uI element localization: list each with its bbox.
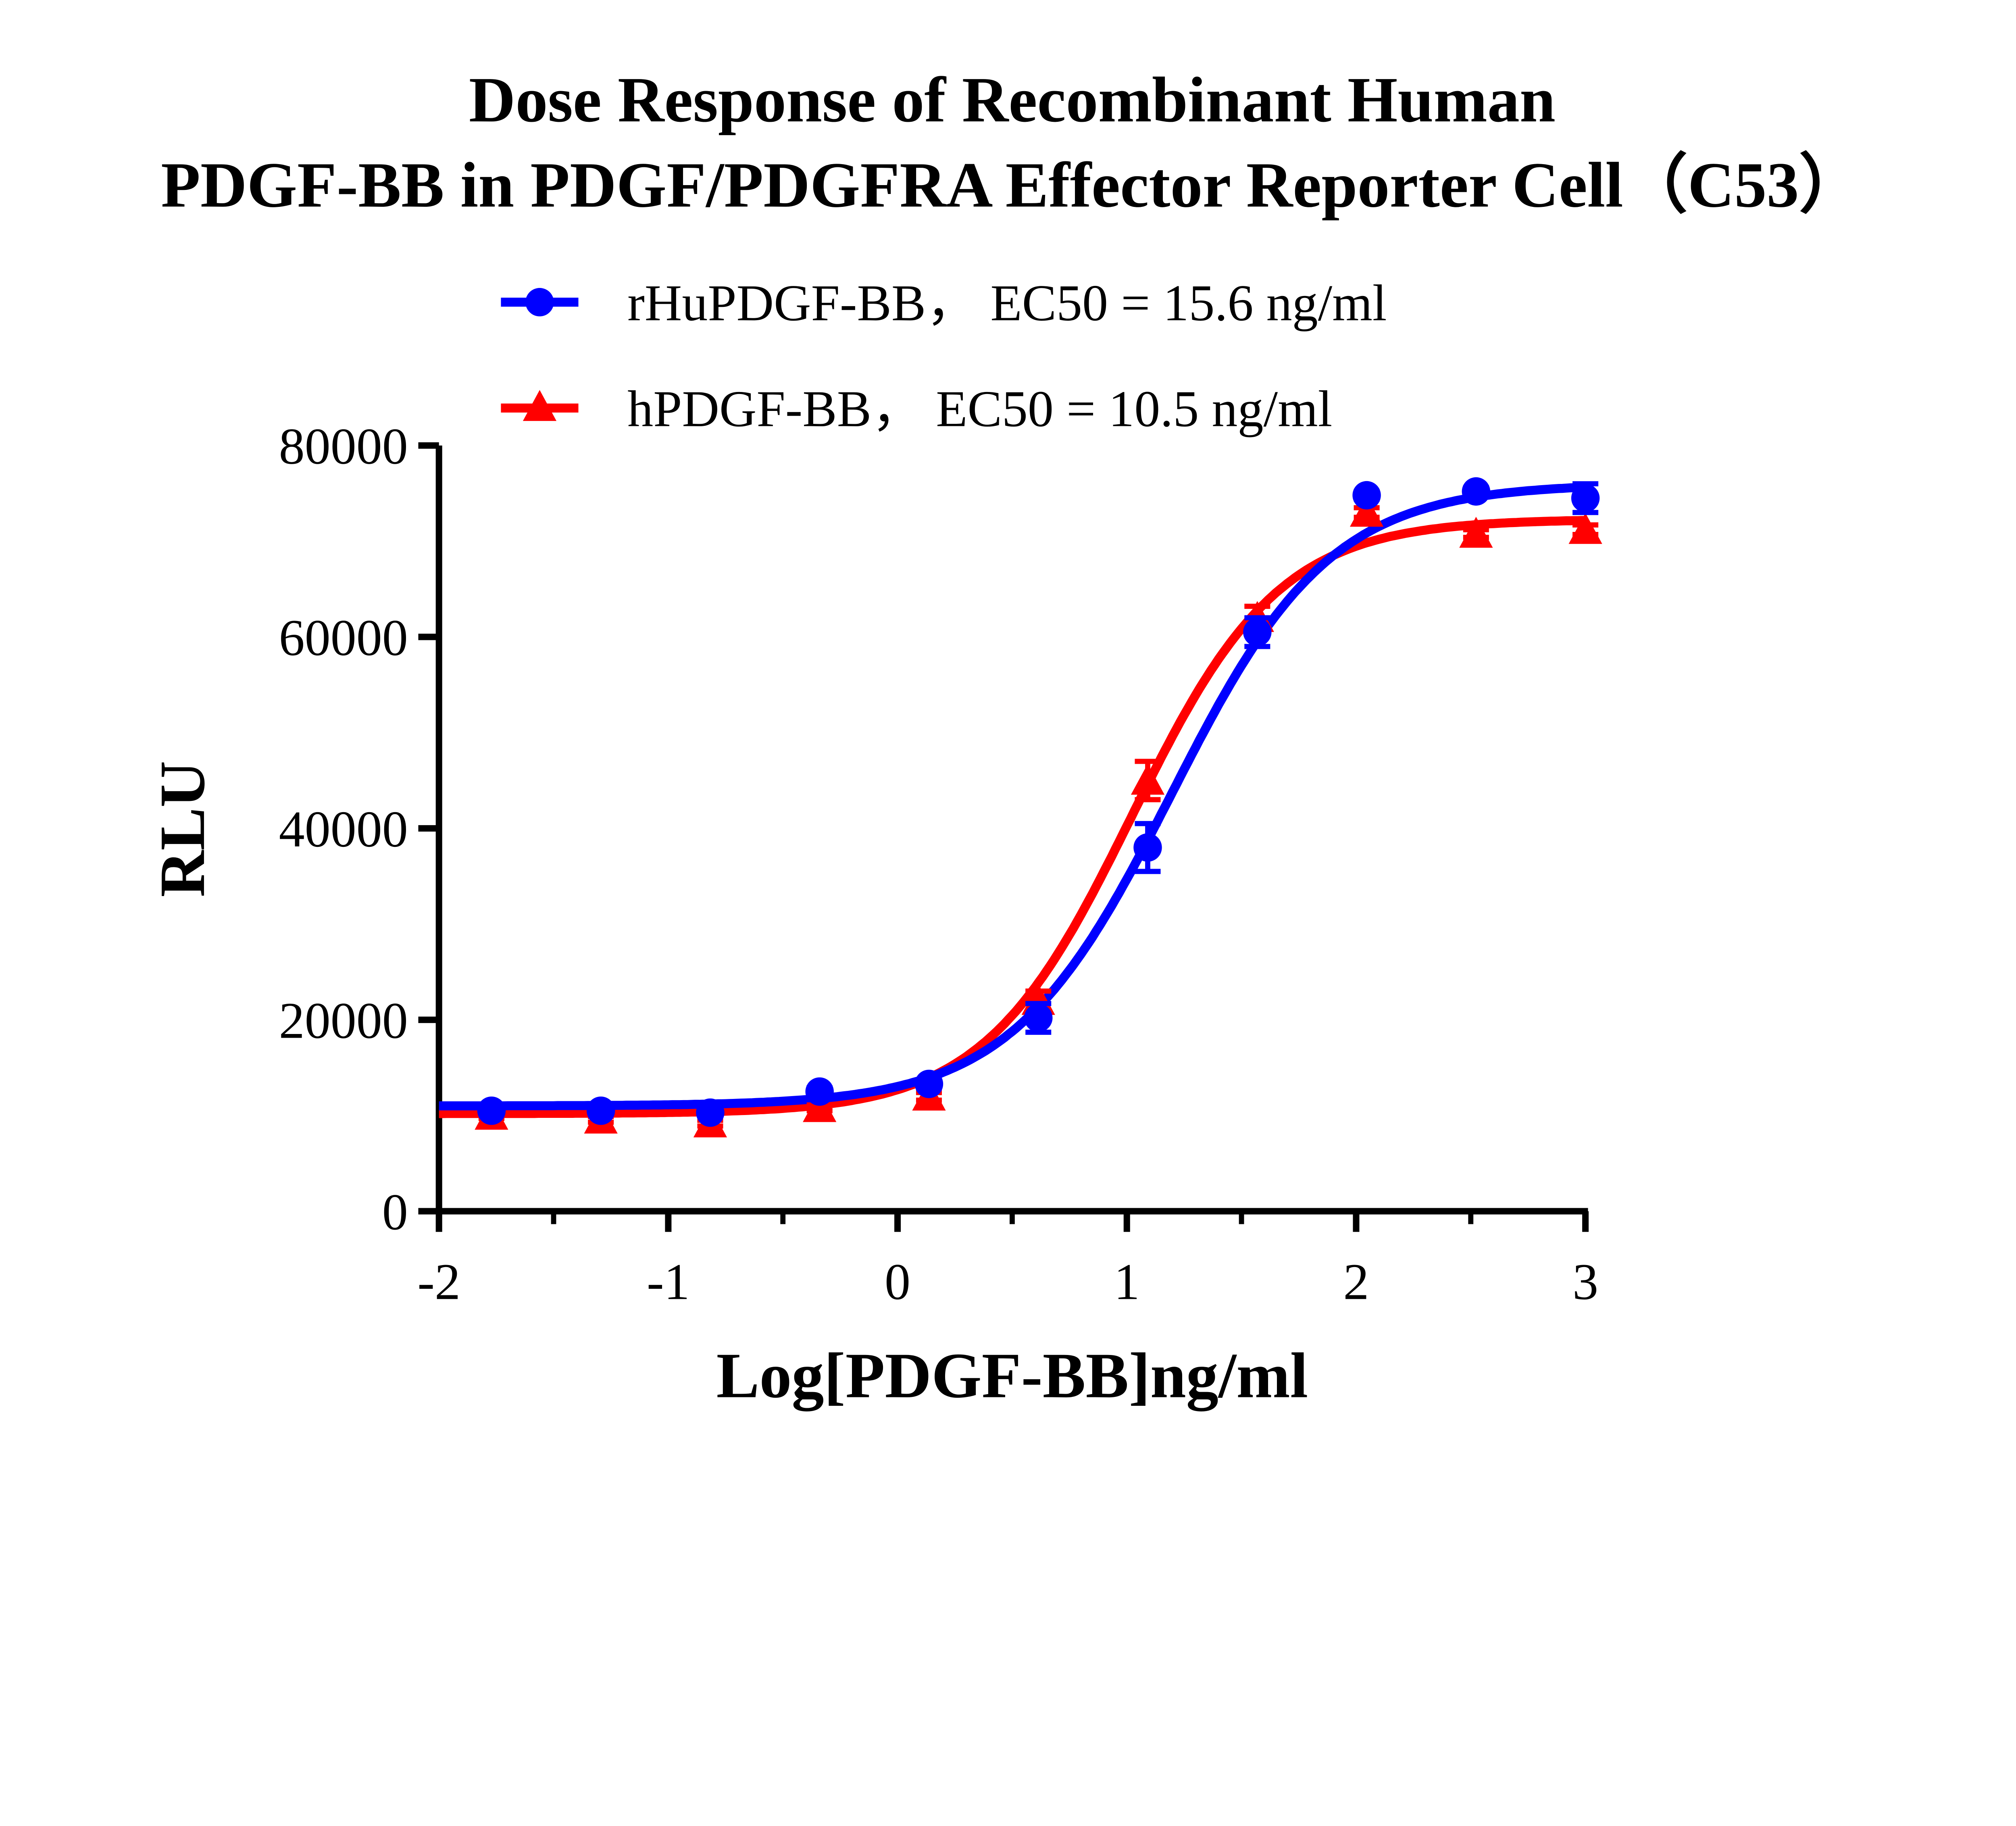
circle-marker [1024,1003,1053,1032]
x-axis-label: Log[PDGF-BB]ng/ml [716,1340,1308,1412]
circle-marker [1571,484,1600,513]
dose-response-chart: Dose Response of Recombinant Human PDGF-… [146,64,1864,1412]
fit-curve-rhupdgf-bb [439,482,1586,1111]
circle-marker [696,1098,725,1127]
legend-marker-triangle [523,390,557,421]
data-points [475,477,1602,1138]
legend-label-red: hPDGF-BB， EC50 = 10.5 ng/ml [627,380,1332,438]
fit-curves [439,482,1586,1118]
triangle-marker [1350,496,1384,527]
y-tick-label: 60000 [279,609,408,666]
triangle-marker [803,1091,837,1122]
fit-curve-hpdgf-bb [439,516,1586,1118]
triangle-marker [1568,513,1602,544]
circle-marker [914,1069,943,1099]
data-point-rhupdgf-bb [1133,821,1162,874]
data-point-hpdgf-bb [1459,517,1493,548]
circle-marker [805,1077,834,1106]
y-tick-label: 40000 [279,800,408,858]
chart-title-line-2: PDGF-BB in PDGF/PDGFRA Effector Reporter… [161,149,1863,221]
x-tick-label: 2 [1343,1253,1369,1310]
data-point-rhupdgf-bb [1024,1001,1053,1035]
x-tick-label: 3 [1572,1253,1598,1310]
x-tick-label: 1 [1114,1253,1140,1310]
legend: rHuPDGF-BB， EC50 = 15.6 ng/ml hPDGF-BB， … [501,274,1387,438]
circle-marker [1352,481,1381,510]
y-axis-label: RLU [146,761,218,897]
data-point-rhupdgf-bb [914,1069,943,1099]
data-point-rhupdgf-bb [1243,615,1272,649]
y-tick-label: 80000 [279,418,408,475]
x-tick-label: -1 [647,1253,690,1310]
chart-title-line-1: Dose Response of Recombinant Human [469,64,1556,135]
y-tick-label: 0 [382,1183,408,1240]
data-point-hpdgf-bb [1568,513,1602,544]
circle-marker [1243,618,1272,646]
x-tick-label: -2 [417,1253,460,1310]
legend-marker-circle [525,288,554,317]
triangle-marker [1459,517,1493,548]
data-point-rhupdgf-bb [805,1077,834,1106]
data-point-hpdgf-bb [1131,759,1165,803]
data-point-rhupdgf-bb [1462,477,1491,506]
circle-marker [586,1096,615,1125]
legend-label-blue: rHuPDGF-BB， EC50 = 15.6 ng/ml [627,274,1387,331]
circle-marker [477,1096,506,1125]
x-tick-label: 0 [885,1253,910,1310]
axes: -2 -1 0 1 2 3 0 20000 40000 60000 80000 [279,418,1598,1311]
data-point-rhupdgf-bb [586,1096,615,1125]
y-tick-label: 20000 [279,992,408,1049]
circle-marker [1462,477,1491,506]
data-point-rhupdgf-bb [696,1098,725,1127]
data-point-rhupdgf-bb [1352,481,1381,510]
triangle-marker [1131,763,1165,795]
circle-marker [1133,833,1162,862]
data-point-rhupdgf-bb [477,1096,506,1125]
data-point-rhupdgf-bb [1571,481,1600,515]
